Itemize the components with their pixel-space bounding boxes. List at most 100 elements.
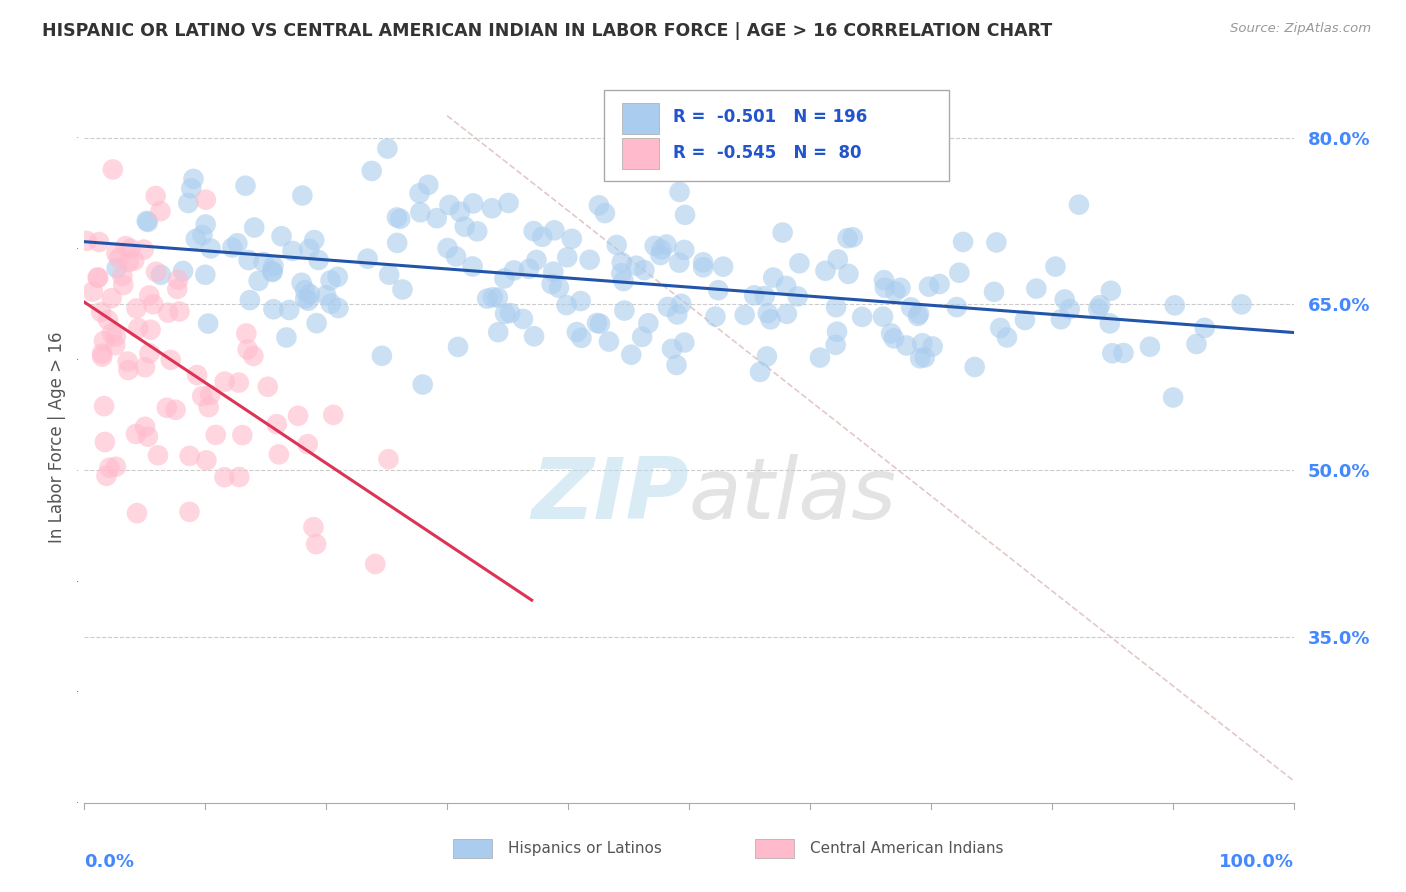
Point <box>1185 337 1208 351</box>
Point <box>789 256 811 270</box>
Point <box>499 306 522 320</box>
Point <box>704 310 727 324</box>
Point <box>1098 317 1121 331</box>
Point <box>104 459 127 474</box>
Point <box>235 178 257 193</box>
Point <box>136 215 159 229</box>
Point <box>315 288 337 302</box>
Point <box>204 428 226 442</box>
Point <box>571 331 593 345</box>
Point <box>884 285 907 299</box>
Point <box>1087 301 1109 316</box>
Point <box>378 268 401 282</box>
Point <box>756 306 779 320</box>
Point <box>586 316 609 330</box>
Point <box>118 255 141 269</box>
Point <box>475 292 498 306</box>
Point <box>243 220 266 235</box>
Point <box>808 351 831 365</box>
Bar <box>623 103 659 134</box>
Point <box>214 470 236 484</box>
Text: R =  -0.545   N =  80: R = -0.545 N = 80 <box>673 145 862 162</box>
Point <box>555 298 578 312</box>
Point <box>734 308 756 322</box>
Point <box>191 228 214 243</box>
Point <box>132 243 155 257</box>
Point <box>1161 391 1184 405</box>
Point <box>100 291 122 305</box>
Point <box>104 338 127 352</box>
Point <box>149 204 172 219</box>
Text: HISPANIC OR LATINO VS CENTRAL AMERICAN INDIAN IN LABOR FORCE | AGE > 16 CORRELAT: HISPANIC OR LATINO VS CENTRAL AMERICAN I… <box>42 22 1053 40</box>
Point <box>179 449 201 463</box>
Point <box>837 231 859 245</box>
Point <box>633 263 655 277</box>
Point <box>593 206 616 220</box>
Point <box>197 401 219 415</box>
Point <box>302 520 325 534</box>
Point <box>1139 340 1161 354</box>
Point <box>914 351 936 365</box>
Point <box>91 346 114 360</box>
Point <box>167 273 190 287</box>
Point <box>364 557 387 571</box>
Point <box>281 244 304 258</box>
Point <box>486 291 509 305</box>
Point <box>908 307 931 321</box>
Point <box>1164 298 1187 312</box>
Point <box>873 273 896 287</box>
Point <box>139 323 162 337</box>
Point <box>135 214 157 228</box>
Point <box>1053 293 1076 307</box>
Point <box>814 263 837 277</box>
Point <box>96 468 118 483</box>
Point <box>498 196 520 211</box>
Point <box>555 250 578 264</box>
Point <box>184 232 207 246</box>
Point <box>1067 197 1090 211</box>
Point <box>610 266 633 280</box>
Point <box>889 281 911 295</box>
Point <box>134 419 156 434</box>
Text: atlas: atlas <box>689 454 897 537</box>
Point <box>105 261 128 276</box>
Point <box>235 326 257 341</box>
Point <box>214 375 236 389</box>
Point <box>194 193 217 207</box>
Point <box>76 234 98 248</box>
Point <box>883 331 905 345</box>
Point <box>418 178 440 192</box>
Point <box>447 340 470 354</box>
Point <box>896 338 918 352</box>
Point <box>294 292 316 306</box>
Point <box>412 377 434 392</box>
Point <box>322 408 344 422</box>
Point <box>523 329 546 343</box>
Point <box>125 506 148 520</box>
Point <box>186 368 208 382</box>
Point <box>82 285 104 299</box>
Point <box>668 255 690 269</box>
Text: 100.0%: 100.0% <box>1219 853 1294 871</box>
Point <box>613 303 636 318</box>
Point <box>461 260 484 274</box>
Point <box>742 288 765 302</box>
Point <box>125 301 148 316</box>
Point <box>531 229 554 244</box>
Point <box>231 428 253 442</box>
Point <box>921 339 943 353</box>
Point <box>101 162 124 177</box>
Point <box>226 236 249 251</box>
Point <box>620 348 643 362</box>
Point <box>291 188 314 202</box>
Point <box>297 293 319 308</box>
Text: Hispanics or Latinos: Hispanics or Latinos <box>508 840 661 855</box>
Text: 0.0%: 0.0% <box>84 853 135 871</box>
Point <box>995 330 1018 344</box>
Point <box>97 313 120 327</box>
FancyBboxPatch shape <box>605 90 949 181</box>
Bar <box>755 839 794 858</box>
Point <box>194 268 217 282</box>
Point <box>195 453 218 467</box>
Point <box>650 243 672 257</box>
